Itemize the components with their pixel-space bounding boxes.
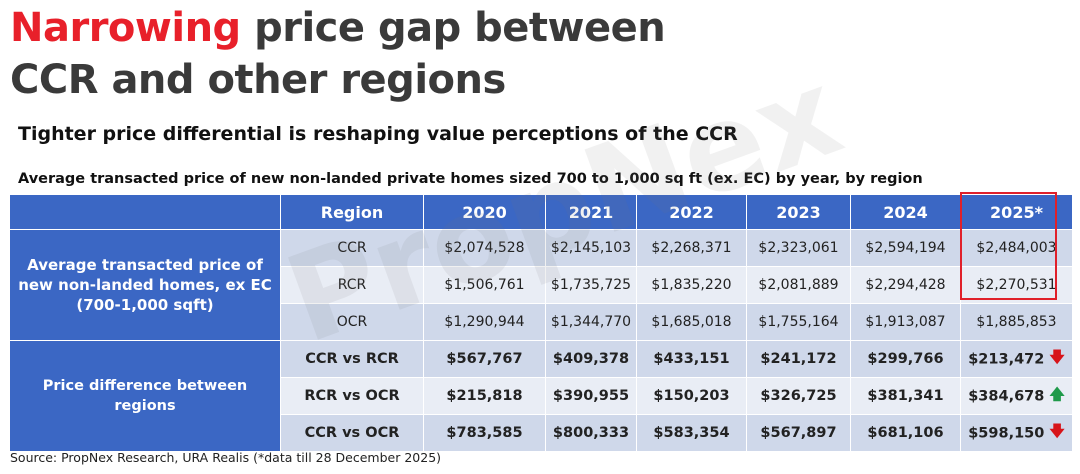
row-label: RCR <box>280 266 424 304</box>
table-cell: $1,835,220 <box>636 266 747 304</box>
diff-group-label: Price difference between regions <box>9 340 281 452</box>
table-cell: $1,290,944 <box>423 303 546 341</box>
row-label: RCR vs OCR <box>280 377 424 415</box>
table-cell: $381,341 <box>850 377 961 415</box>
subtitle: Tighter price differential is reshaping … <box>18 123 738 145</box>
table-cell: $2,294,428 <box>850 266 961 304</box>
trend-value: $598,150 <box>968 425 1045 441</box>
header-2020: 2020 <box>423 194 546 230</box>
table-caption: Average transacted price of new non-land… <box>18 171 923 187</box>
red-down-arrow-icon: 🡇 <box>1049 421 1065 440</box>
row-label: CCR vs RCR <box>280 340 424 378</box>
header-2024: 2024 <box>850 194 961 230</box>
table-cell: $2,594,194 <box>850 229 961 267</box>
table-cell: $2,268,371 <box>636 229 747 267</box>
table-cell: $2,081,889 <box>746 266 851 304</box>
table-cell: $241,172 <box>746 340 851 378</box>
table-cell: $583,354 <box>636 414 747 452</box>
source-note: Source: PropNex Research, URA Realis (*d… <box>10 450 442 465</box>
table-cell: $1,913,087 <box>850 303 961 341</box>
table-cell: $326,725 <box>746 377 851 415</box>
header-region: Region <box>280 194 424 230</box>
header-2023: 2023 <box>746 194 851 230</box>
red-down-arrow-icon: 🡇 <box>1049 347 1065 366</box>
table-cell-trend: $598,150 🡇 <box>960 414 1073 452</box>
price-group-label: Average transacted price of new non-land… <box>9 229 281 341</box>
header-2021: 2021 <box>545 194 637 230</box>
table-cell: $1,885,853 <box>960 303 1073 341</box>
row-label: CCR vs OCR <box>280 414 424 452</box>
table-row-rcr-vs-ocr: RCR vs OCR $215,818 $390,955 $150,203 $3… <box>10 377 1073 415</box>
table-cell: $2,323,061 <box>746 229 851 267</box>
green-up-arrow-icon: 🡅 <box>1049 384 1065 403</box>
table-cell: $215,818 <box>423 377 546 415</box>
table-cell: $800,333 <box>545 414 637 452</box>
table-cell: $681,106 <box>850 414 961 452</box>
table-row-ccr-vs-rcr: Price difference between regions CCR vs … <box>9 340 1073 452</box>
row-label: CCR <box>280 229 424 267</box>
table-row-ocr: OCR $1,290,944 $1,344,770 $1,685,018 $1,… <box>10 303 1073 341</box>
table-row-ccr: Average transacted price of new non-land… <box>9 229 1073 341</box>
table-cell: $2,074,528 <box>423 229 546 267</box>
table-cell-trend: $213,472 🡇 <box>960 340 1073 378</box>
table-cell: $1,344,770 <box>545 303 637 341</box>
header-row: Region 2020 2021 2022 2023 2024 2025* <box>9 194 1073 230</box>
trend-value: $213,472 <box>968 351 1045 367</box>
title-rest: price gap between <box>240 5 666 51</box>
table-cell: $2,145,103 <box>545 229 637 267</box>
page-title: Narrowing price gap between CCR and other… <box>10 2 666 106</box>
table-cell: $150,203 <box>636 377 747 415</box>
title-line2: CCR and other regions <box>10 57 506 103</box>
price-table: Region 2020 2021 2022 2023 2024 2025* Av… <box>9 194 1073 452</box>
header-2025: 2025* <box>960 194 1073 230</box>
row-label: OCR <box>280 303 424 341</box>
table-cell: $567,767 <box>423 340 546 378</box>
table-cell: $2,484,003 <box>960 229 1073 267</box>
table-cell: $1,506,761 <box>423 266 546 304</box>
table-cell: $299,766 <box>850 340 961 378</box>
table-cell: $433,151 <box>636 340 747 378</box>
table-cell: $2,270,531 <box>960 266 1073 304</box>
table-cell: $783,585 <box>423 414 546 452</box>
trend-value: $384,678 <box>968 388 1045 404</box>
table-row-ccr-vs-ocr: CCR vs OCR $783,585 $800,333 $583,354 $5… <box>10 414 1073 452</box>
table-cell: $390,955 <box>545 377 637 415</box>
table-cell: $1,685,018 <box>636 303 747 341</box>
header-2022: 2022 <box>636 194 747 230</box>
header-blank <box>9 194 281 230</box>
table-row-rcr: RCR $1,506,761 $1,735,725 $1,835,220 $2,… <box>10 266 1073 304</box>
table-cell: $1,755,164 <box>746 303 851 341</box>
table-cell: $567,897 <box>746 414 851 452</box>
title-highlight: Narrowing <box>10 5 241 51</box>
table-cell: $1,735,725 <box>545 266 637 304</box>
table-cell: $409,378 <box>545 340 637 378</box>
table-cell-trend: $384,678 🡅 <box>960 377 1073 415</box>
